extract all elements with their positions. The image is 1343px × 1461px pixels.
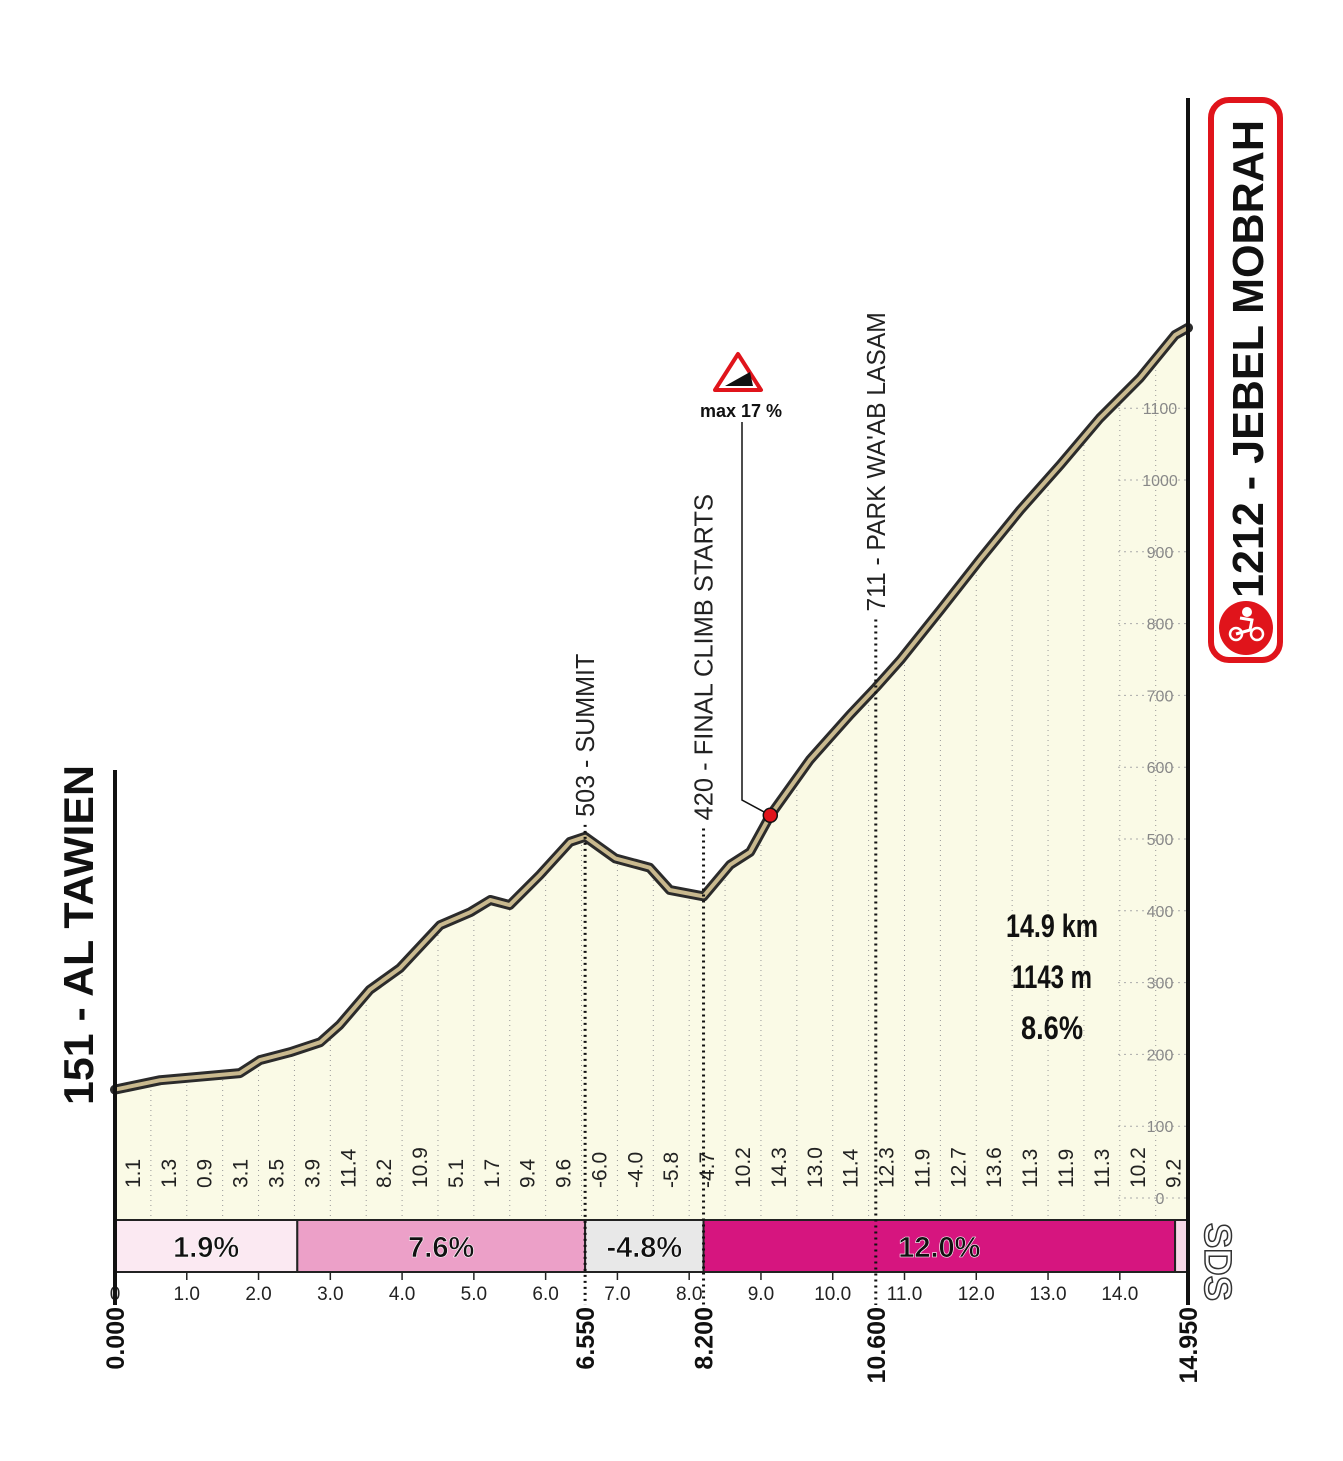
icon-head — [1242, 607, 1252, 617]
segment-gradient: 12.7 — [947, 1147, 970, 1188]
x-tick-label: 4.0 — [389, 1284, 415, 1305]
segment-gradient: 13.0 — [804, 1147, 827, 1188]
y-tick-label: 900 — [1147, 545, 1174, 562]
segment-gradient: 10.2 — [1127, 1147, 1150, 1188]
y-tick-label: 1100 — [1143, 401, 1178, 418]
y-tick-label: 1000 — [1142, 473, 1178, 490]
x-tick-label: 3.0 — [317, 1284, 343, 1305]
x-tick-label: 13.0 — [1030, 1284, 1067, 1305]
x-tick-label: 10.0 — [814, 1284, 851, 1305]
segment-gradient: -4.7 — [696, 1152, 719, 1188]
segment-gradient: 11.3 — [1091, 1149, 1114, 1188]
x-tick-label: 14.0 — [1101, 1284, 1138, 1305]
gradient-band — [296, 1219, 587, 1273]
y-tick-label: 200 — [1147, 1047, 1174, 1064]
start-label: 151 - AL TAWIEN — [55, 765, 102, 1105]
gradient-band — [584, 1219, 705, 1273]
y-tick-label: 100 — [1147, 1119, 1174, 1136]
km-label: 0.000 — [102, 1307, 130, 1370]
profile-line — [113, 325, 1190, 1092]
segment-gradient: -6.0 — [588, 1152, 611, 1188]
segment-gradient: 8.2 — [373, 1159, 396, 1188]
segment-gradient: 3.1 — [230, 1159, 253, 1188]
max-leader — [741, 422, 771, 816]
segment-gradient: 10.2 — [732, 1147, 755, 1188]
x-tick-label: 8.0 — [676, 1284, 702, 1305]
segment-gradient: 12.3 — [876, 1147, 899, 1188]
segment-gradient: 1.3 — [158, 1159, 181, 1188]
y-tick-label: 300 — [1147, 976, 1174, 993]
segment-gradient: -4.0 — [624, 1152, 647, 1188]
icon-body — [1235, 616, 1254, 636]
segment-gradient: 1.7 — [481, 1159, 504, 1188]
x-tick-label: 11.0 — [887, 1284, 923, 1305]
finish-label: 1212 - JEBEL MOBRAH — [1224, 120, 1273, 598]
waypoint-label: 420 - FINAL CLIMB STARTS — [689, 494, 719, 820]
segment-gradient: 11.4 — [840, 1148, 863, 1188]
segment-gradient: 9.4 — [517, 1158, 540, 1188]
segment-gradient: 9.6 — [553, 1159, 576, 1188]
segment-gradient: 5.1 — [445, 1159, 468, 1188]
finish-icon — [1219, 601, 1273, 655]
segment-gradient: 1.1 — [122, 1159, 145, 1188]
x-tick-label: 6.0 — [532, 1284, 558, 1305]
x-tick-label: 9.0 — [748, 1284, 774, 1305]
summary-line: 8.6% — [1021, 1010, 1083, 1046]
waypoint-label: 711 - PARK WA'AB LASAM — [861, 312, 891, 611]
profile-area — [115, 327, 1188, 1220]
segment-gradient: 14.3 — [768, 1147, 791, 1188]
segment-gradient: 11.4 — [337, 1148, 360, 1188]
y-tick-label: 700 — [1147, 688, 1174, 705]
x-tick-label: 5.0 — [461, 1284, 487, 1305]
waypoint-label: 503 - SUMMIT — [570, 654, 600, 817]
band-label: 12.0% — [898, 1232, 980, 1264]
y-tick-label: 500 — [1147, 832, 1174, 849]
logo: SDS — [1196, 1223, 1238, 1301]
summary-line: 1143 m — [1012, 959, 1092, 995]
segment-gradient: 11.9 — [911, 1149, 934, 1188]
band-label: 1.9% — [173, 1232, 239, 1264]
km-label: 14.950 — [1175, 1307, 1203, 1383]
segment-gradient: 11.9 — [1055, 1149, 1078, 1188]
km-label: 10.600 — [863, 1307, 891, 1383]
y-tick-label: 400 — [1147, 904, 1174, 921]
x-tick-label: 12.0 — [958, 1284, 995, 1305]
segment-gradient: 3.9 — [301, 1159, 324, 1188]
x-tick-label: 7.0 — [604, 1284, 630, 1305]
max-label: max 17 % — [700, 401, 782, 421]
segment-gradient: 9.2 — [1163, 1159, 1186, 1188]
climb-icon-slope — [725, 372, 753, 386]
y-tick-label: 0 — [1156, 1191, 1165, 1208]
icon-wheel — [1249, 626, 1265, 642]
y-tick-label: 800 — [1147, 617, 1174, 634]
segment-gradient: -5.8 — [660, 1152, 683, 1188]
max-point — [762, 807, 779, 824]
summary-line: 14.9 km — [1006, 908, 1098, 944]
km-label: 8.200 — [691, 1307, 719, 1370]
x-tick-label: 1.0 — [174, 1284, 200, 1305]
y-tick-label: 600 — [1147, 760, 1174, 777]
finish-box — [1208, 97, 1283, 663]
x-tick-label: 2.0 — [245, 1284, 271, 1305]
segment-gradient: 11.3 — [1019, 1149, 1042, 1188]
segment-gradient: 13.6 — [983, 1147, 1006, 1188]
segment-gradient: 10.9 — [409, 1147, 432, 1188]
segment-gradient: 0.9 — [194, 1159, 217, 1188]
segment-gradient: 3.5 — [265, 1159, 288, 1188]
icon-wheel — [1228, 626, 1244, 642]
km-label: 6.550 — [572, 1307, 600, 1370]
band-label: -4.8% — [606, 1232, 682, 1264]
band-label: 7.6% — [408, 1232, 474, 1264]
